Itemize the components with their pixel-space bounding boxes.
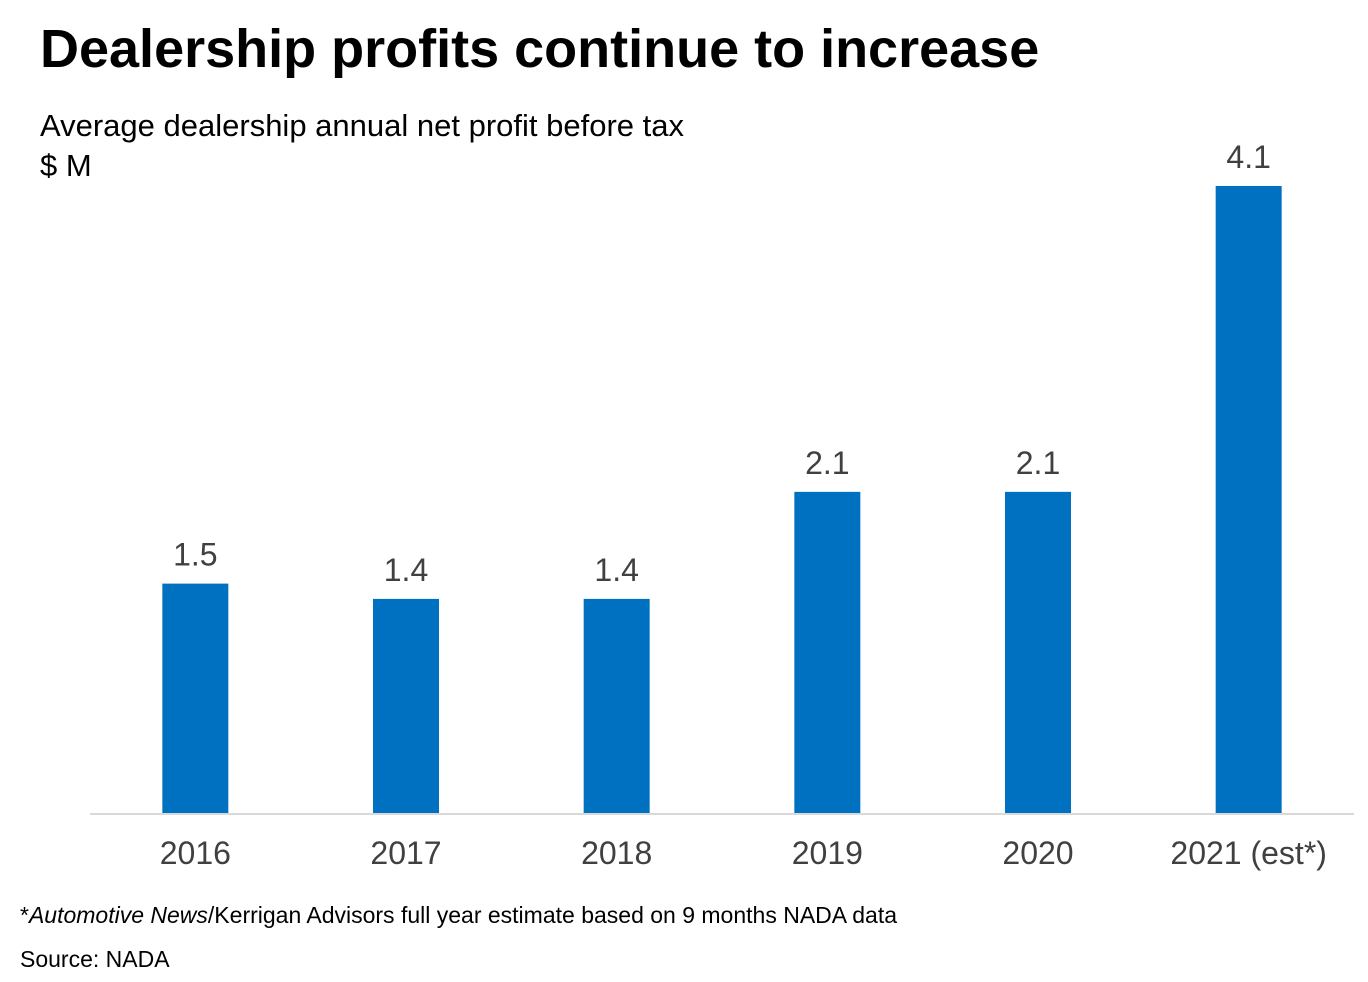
value-label-1: 1.4 xyxy=(384,552,428,588)
footnote-publication: Automotive News xyxy=(28,902,208,928)
bar-3 xyxy=(794,491,861,813)
bar-1 xyxy=(373,598,439,813)
category-label-2: 2018 xyxy=(581,835,652,871)
footnote-marker: * xyxy=(20,902,29,928)
category-label-3: 2019 xyxy=(792,835,863,871)
value-labels-group: 1.5 1.4 1.4 2.1 2.1 4.1 xyxy=(173,139,1271,588)
bar-2 xyxy=(583,598,650,813)
value-label-0: 1.5 xyxy=(173,537,217,573)
chart-subtitle: Average dealership annual net profit bef… xyxy=(40,108,684,143)
bar-5 xyxy=(1215,186,1282,813)
footnote-text: /Kerrigan Advisors full year estimate ba… xyxy=(207,902,898,928)
value-label-3: 2.1 xyxy=(805,445,849,481)
category-label-1: 2017 xyxy=(370,835,441,871)
value-label-4: 2.1 xyxy=(1016,445,1060,481)
bar-0 xyxy=(162,583,229,813)
source-note: Source: NADA xyxy=(20,946,170,972)
value-label-2: 1.4 xyxy=(594,552,638,588)
category-labels-group: 2016 2017 2018 2019 2020 2021 (est*) xyxy=(160,835,1327,871)
category-label-4: 2020 xyxy=(1002,835,1073,871)
y-axis-unit-label: $ M xyxy=(40,148,92,183)
bar-chart: 1.5 1.4 1.42.1 2.14.1 2016 2017 2018 2019 2020 2… xyxy=(90,139,1354,871)
category-label-5: 2021 (est*) xyxy=(1170,835,1327,871)
chart-title: Dealership profits continue to increase xyxy=(40,19,1040,79)
footnote: *Automotive News/Kerrigan Advisors full … xyxy=(20,900,897,930)
value-label-5: 4.1 xyxy=(1226,139,1270,175)
category-label-0: 2016 xyxy=(160,835,231,871)
bar-4 xyxy=(1005,491,1071,813)
bars-group xyxy=(162,186,1282,813)
